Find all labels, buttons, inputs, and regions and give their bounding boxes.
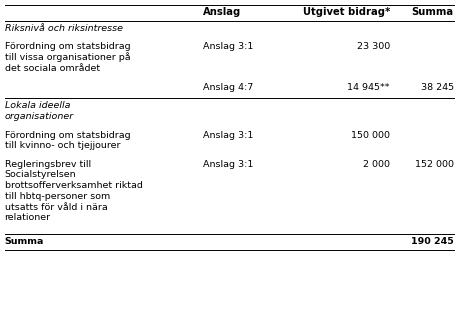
Text: Förordning om statsbidrag
till kvinno- och tjejjourer: Förordning om statsbidrag till kvinno- o… xyxy=(5,130,130,150)
Text: 14 945**: 14 945** xyxy=(347,83,389,91)
Text: Summa: Summa xyxy=(5,237,44,246)
Text: 2 000: 2 000 xyxy=(362,160,389,169)
Text: 150 000: 150 000 xyxy=(350,130,389,139)
Text: Utgivet bidrag*: Utgivet bidrag* xyxy=(302,7,389,17)
Text: 38 245: 38 245 xyxy=(420,83,453,91)
Text: Regleringsbrev till
Socialstyrelsen
brottsofferverksamhet riktad
till hbtq-perso: Regleringsbrev till Socialstyrelsen brot… xyxy=(5,160,142,223)
Text: Förordning om statsbidrag
till vissa organisationer på
det sociala området: Förordning om statsbidrag till vissa org… xyxy=(5,42,130,73)
Text: 152 000: 152 000 xyxy=(414,160,453,169)
Text: Anslag 4:7: Anslag 4:7 xyxy=(202,83,253,91)
Text: Anslag 3:1: Anslag 3:1 xyxy=(202,42,253,51)
Text: Summa: Summa xyxy=(411,7,453,17)
Text: Anslag 3:1: Anslag 3:1 xyxy=(202,130,253,139)
Text: 23 300: 23 300 xyxy=(356,42,389,51)
Text: Riksnivå och riksintresse: Riksnivå och riksintresse xyxy=(5,24,122,33)
Text: Anslag: Anslag xyxy=(202,7,241,17)
Text: Anslag 3:1: Anslag 3:1 xyxy=(202,160,253,169)
Text: Lokala ideella
organisationer: Lokala ideella organisationer xyxy=(5,101,74,121)
Text: 190 245: 190 245 xyxy=(410,237,453,246)
